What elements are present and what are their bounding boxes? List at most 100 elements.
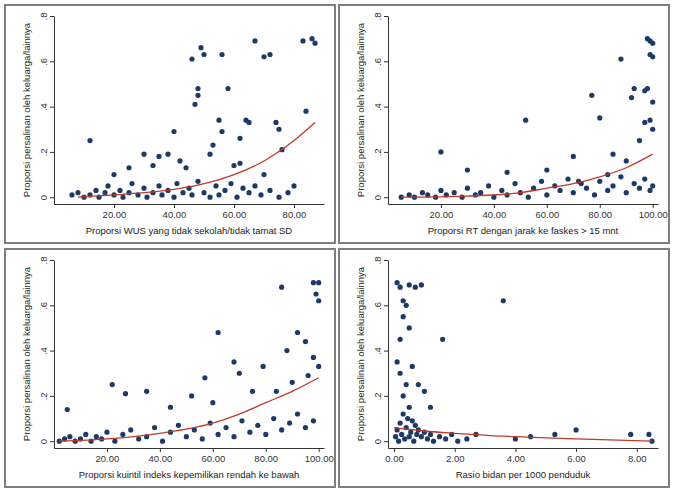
point [225, 86, 230, 91]
point [440, 337, 445, 342]
point [300, 38, 305, 43]
point [404, 382, 409, 387]
y-tick-label: .6 [372, 302, 383, 310]
point [428, 432, 433, 437]
point [120, 432, 125, 437]
point [303, 109, 308, 114]
panel: 0.002.004.006.008.000.2.4.6.8Rasio bidan… [339, 249, 669, 487]
y-tick-mark [384, 396, 388, 397]
y-tick-mark [384, 152, 388, 153]
point [239, 418, 244, 423]
point [478, 190, 483, 195]
point [159, 192, 164, 197]
point [438, 188, 443, 193]
point [411, 439, 416, 444]
x-tick: 80.00 [588, 204, 612, 220]
point [610, 183, 615, 188]
point [150, 190, 155, 195]
point [183, 165, 188, 170]
y-axis: 0.2.4.6.8 [38, 257, 55, 449]
point [240, 186, 245, 191]
point [395, 280, 400, 285]
point [584, 186, 589, 191]
point [112, 439, 117, 444]
point [210, 143, 215, 148]
point [438, 149, 443, 154]
point [120, 195, 125, 200]
x-tick-label: 60.00 [201, 453, 225, 464]
y-tick-label: .8 [38, 13, 49, 21]
x-axis-title: Proporsi WUS yang tidak sekolah/tidak ta… [86, 225, 293, 236]
point [401, 314, 406, 319]
x-tick-mark [637, 448, 638, 452]
point [642, 120, 647, 125]
point [313, 291, 318, 296]
y-tick: .4 [372, 347, 388, 355]
x-tick: 60.00 [201, 448, 225, 464]
point [207, 195, 212, 200]
point [207, 152, 212, 157]
point [402, 436, 407, 441]
point [156, 183, 161, 188]
point [544, 192, 549, 197]
y-tick-label: .4 [372, 347, 383, 355]
point [201, 190, 206, 195]
x-tick-mark [576, 448, 577, 452]
x-tick-mark [653, 204, 654, 208]
point [287, 420, 292, 425]
x-tick-mark [494, 204, 495, 208]
y-tick-label: 0 [38, 195, 49, 200]
x-tick-label: 80.00 [588, 209, 612, 220]
point [486, 183, 491, 188]
point [416, 382, 421, 387]
point [650, 183, 655, 188]
point [195, 179, 200, 184]
point [273, 120, 278, 125]
point [565, 176, 570, 181]
x-axis: 0.002.004.006.008.00 [385, 448, 658, 464]
point [401, 411, 406, 416]
point [460, 195, 465, 200]
x-tick: 40.00 [482, 204, 506, 220]
point [303, 425, 308, 430]
y-axis-title: Proporsi persalinan oleh keluarga/lainny… [21, 22, 32, 197]
x-tick-label: 20.00 [103, 209, 127, 220]
point [117, 188, 122, 193]
fit-line [401, 154, 652, 197]
x-tick: 40.00 [163, 204, 187, 220]
y-tick: .6 [372, 58, 388, 66]
y-tick-mark [384, 197, 388, 198]
point [311, 418, 316, 423]
point [104, 430, 109, 435]
panel-frame [339, 249, 669, 487]
point [592, 192, 597, 197]
panel-frame [5, 249, 335, 487]
point [261, 54, 266, 59]
panel-frame [339, 5, 669, 243]
y-tick-mark [384, 305, 388, 306]
y-axis-line [54, 261, 55, 449]
point [610, 152, 615, 157]
point [279, 427, 284, 432]
point [637, 138, 642, 143]
x-tick-label: 40.00 [148, 453, 172, 464]
y-axis-title: Proporsi persalinan oleh keluarga/lainny… [355, 22, 366, 197]
point [401, 393, 406, 398]
y-tick-label: .8 [38, 257, 49, 265]
y-axis-title: Proporsi persalinan oleh keluarga/lainny… [21, 266, 32, 441]
y-tick: 0 [372, 439, 388, 444]
y-tick-mark [384, 107, 388, 108]
point [247, 430, 252, 435]
y-tick-mark [50, 441, 54, 442]
x-tick-mark [266, 448, 267, 452]
point [646, 432, 651, 437]
point [276, 127, 281, 132]
y-axis: 0.2.4.6.8 [38, 13, 55, 205]
point [198, 45, 203, 50]
point [102, 190, 107, 195]
point [141, 152, 146, 157]
point [250, 389, 255, 394]
point [94, 434, 99, 439]
plot-area [399, 36, 656, 200]
point [150, 163, 155, 168]
